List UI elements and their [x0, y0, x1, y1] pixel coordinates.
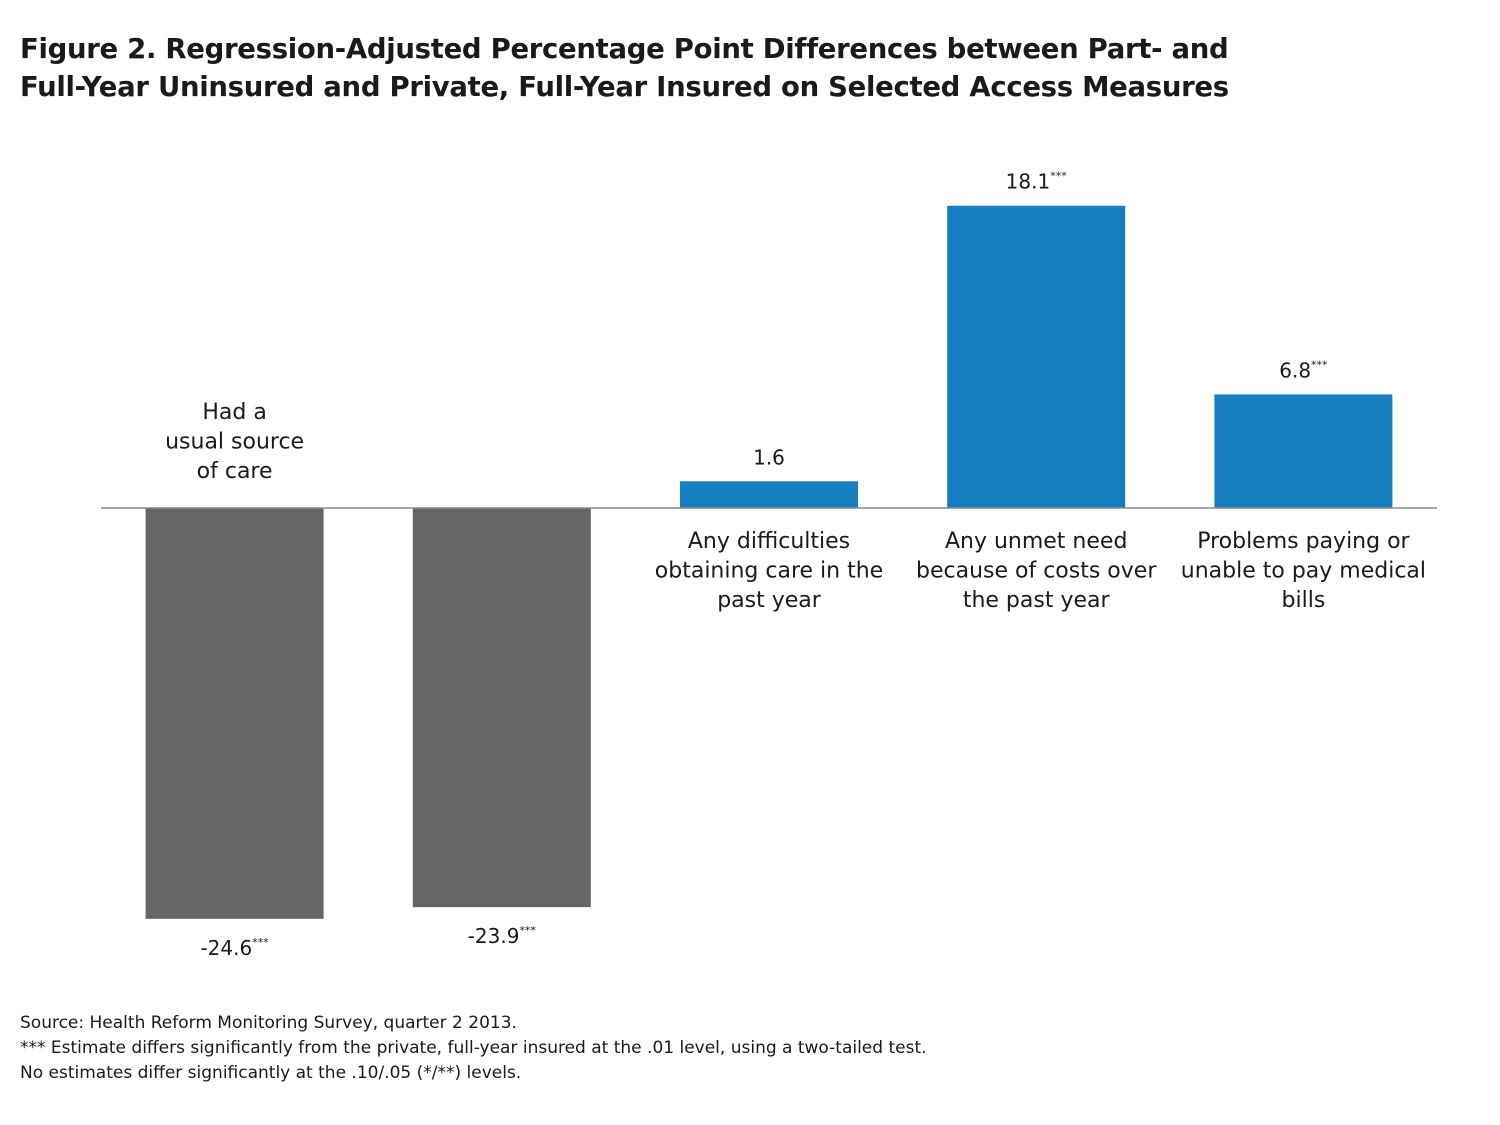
- category-label-4: Any unmet need because of costs over the p…: [916, 529, 1157, 613]
- category-label-3: Any difficulties obtaining care in the pas…: [655, 529, 883, 613]
- chart-title-line-2: Full-Year Uninsured and Private, Full-Ye…: [20, 71, 1229, 103]
- value-label-4: 18.1***: [1006, 170, 1068, 194]
- value-label-3: 1.6: [753, 445, 785, 469]
- category-label-1: Had a usual source of care: [165, 400, 304, 484]
- no-significance-note: No estimates differ significantly at the…: [20, 1063, 522, 1083]
- chart-title-line-1: Figure 2. Regression-Adjusted Percentage…: [20, 33, 1229, 65]
- bar-2: [412, 508, 591, 908]
- value-label-1: -24.6***: [200, 936, 269, 960]
- bar-1: [145, 508, 324, 919]
- footnotes: Source: Health Reform Monitoring Survey,…: [20, 1011, 927, 1086]
- value-label-5: 6.8***: [1279, 358, 1328, 382]
- bar-5: [1214, 394, 1393, 508]
- bar-4: [947, 205, 1126, 509]
- source-note: Source: Health Reform Monitoring Survey,…: [20, 1013, 517, 1033]
- significance-note: *** Estimate differs significantly from …: [20, 1038, 927, 1058]
- chart-title: Figure 2. Regression-Adjusted Percentage…: [20, 30, 1460, 106]
- category-label-5: Problems paying or unable to pay medical b…: [1181, 529, 1426, 613]
- value-label-2: -23.9***: [468, 924, 537, 948]
- bar-3: [680, 481, 858, 508]
